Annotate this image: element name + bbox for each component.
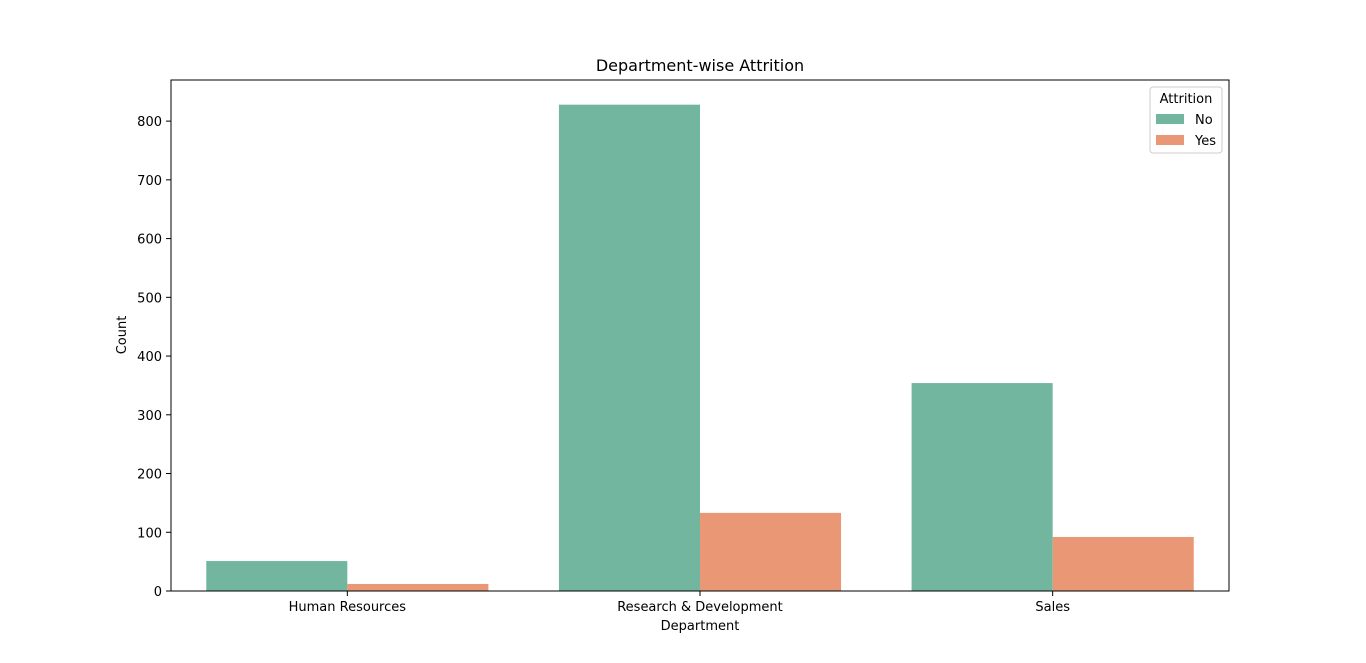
y-tick-label: 800 [137,115,162,130]
y-tick-label: 500 [137,291,162,306]
x-tick-label: Research & Development [617,600,783,615]
bar-yes-0 [347,583,489,591]
legend-label-yes: Yes [1194,134,1216,149]
legend-label-no: No [1195,113,1213,128]
chart-title: Department-wise Attrition [596,56,804,75]
y-tick-label: 400 [137,350,162,365]
legend-swatch-no [1156,114,1184,124]
bar-no-0 [206,561,348,591]
y-tick-label: 700 [137,174,162,189]
y-tick-label: 0 [154,585,162,600]
bar-yes-2 [1052,536,1194,591]
x-axis-title: Department [661,619,740,634]
bar-yes-1 [700,512,842,591]
y-tick-label: 300 [137,409,162,424]
y-tick-label: 100 [137,526,162,541]
y-tick-label: 200 [137,468,162,483]
x-tick-label: Human Resources [289,600,407,615]
legend-swatch-yes [1156,135,1184,145]
bar-no-2 [911,383,1053,591]
bar-no-1 [558,104,700,591]
y-tick-label: 600 [137,233,162,248]
legend-title: Attrition [1160,92,1213,107]
x-tick-label: Sales [1035,600,1070,615]
y-axis-title: Count [115,316,130,355]
legend: Attrition No Yes [1149,86,1223,154]
